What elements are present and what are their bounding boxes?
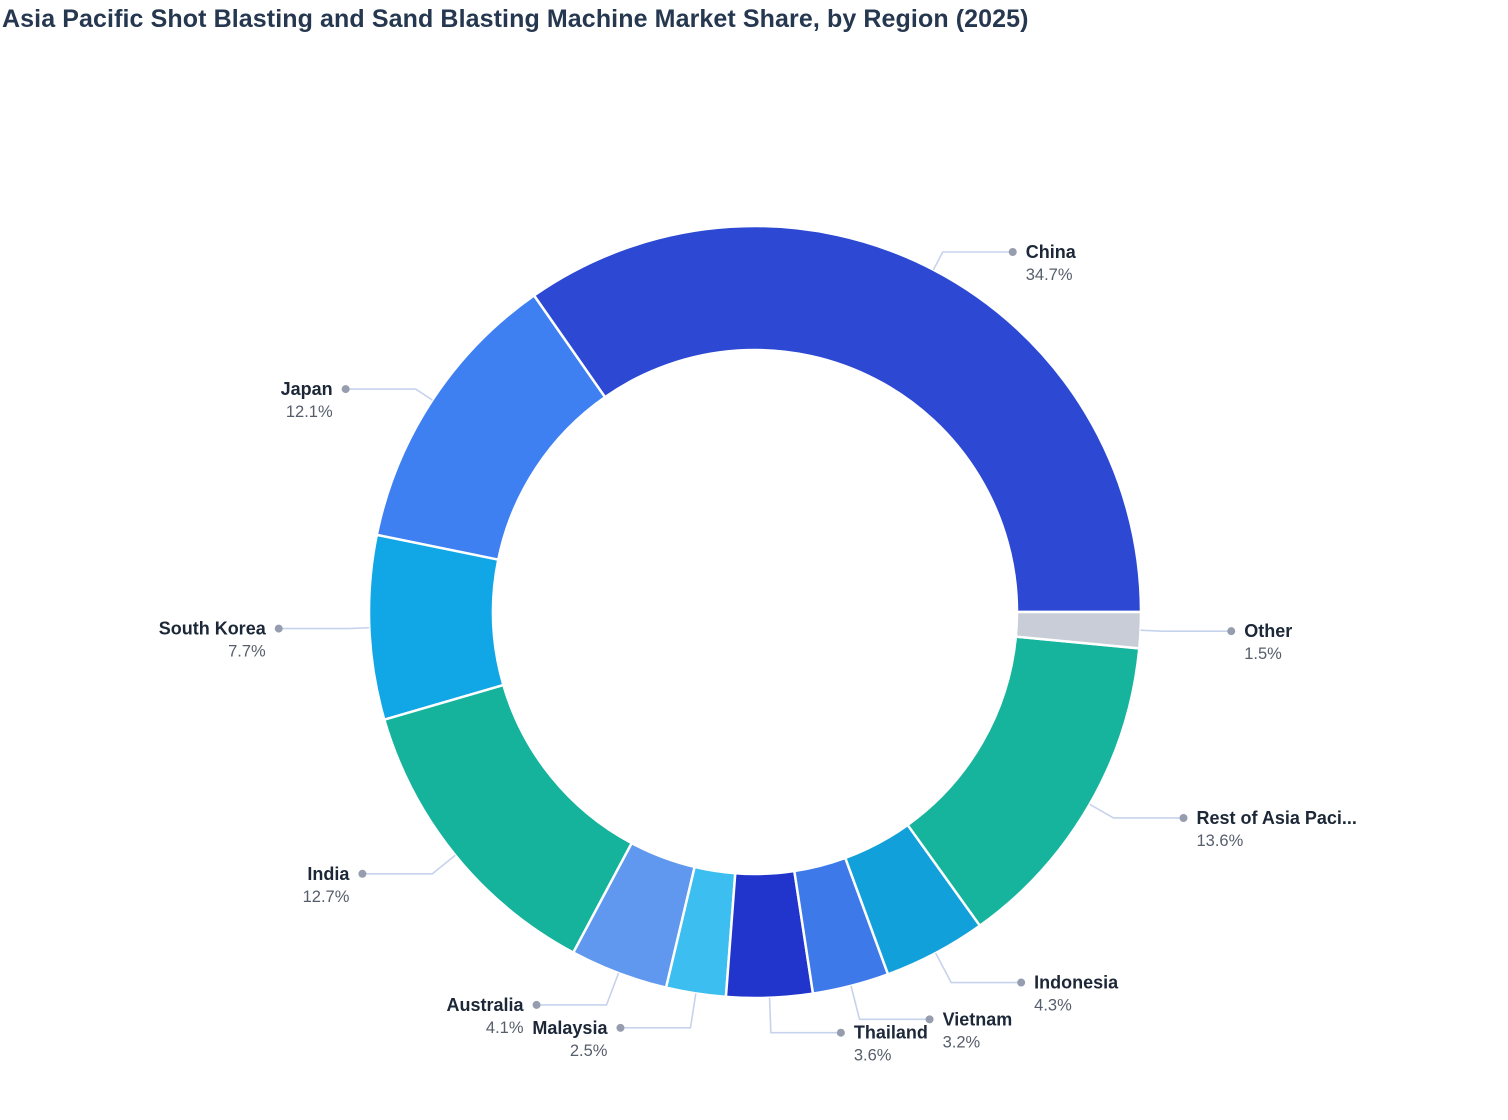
label-dot-australia <box>532 1000 541 1009</box>
pie-slice-south-korea[interactable] <box>367 533 505 721</box>
slice-label-name-japan: Japan <box>281 379 333 399</box>
slice-label-value-rest-of-asia-paci: 13.6% <box>1197 832 1244 850</box>
label-dot-other <box>1227 627 1236 636</box>
slice-label-name-south-korea: South Korea <box>159 619 267 639</box>
slice-label-value-thailand: 3.6% <box>854 1047 892 1065</box>
label-dot-china <box>1008 248 1017 257</box>
slice-label-value-malaysia: 2.5% <box>570 1042 608 1060</box>
label-leader-line-malaysia <box>620 993 697 1029</box>
slice-label-name-indonesia: Indonesia <box>1034 973 1119 993</box>
pie-slice-thailand[interactable] <box>724 869 815 1000</box>
label-dot-thailand <box>836 1028 845 1037</box>
label-leader-line-india <box>362 854 456 875</box>
slice-label-name-vietnam: Vietnam <box>943 1009 1013 1029</box>
slice-label-value-china: 34.7% <box>1026 266 1073 284</box>
label-leader-line-thailand <box>768 997 841 1034</box>
label-leader-line-japan <box>345 388 433 401</box>
label-leader-line-vietnam <box>850 985 930 1021</box>
label-dot-malaysia <box>616 1023 625 1032</box>
label-leader-line-rest-of-asia-paci <box>1089 803 1184 819</box>
label-dot-vietnam <box>925 1015 934 1024</box>
pie-slice-indonesia[interactable] <box>844 823 982 976</box>
slice-label-value-vietnam: 3.2% <box>943 1033 981 1051</box>
pie-slice-japan[interactable] <box>375 294 607 561</box>
slice-label-value-australia: 4.1% <box>486 1019 524 1037</box>
slice-label-name-malaysia: Malaysia <box>532 1018 608 1038</box>
slice-label-name-australia: Australia <box>446 995 524 1015</box>
pie-slice-australia[interactable] <box>572 841 696 989</box>
label-dot-rest-of-asia-paci <box>1179 813 1188 822</box>
label-dot-japan <box>341 385 350 394</box>
pie-slice-india[interactable] <box>383 683 633 954</box>
label-leader-line-south-korea <box>278 626 370 630</box>
label-leader-line-other <box>1140 629 1232 632</box>
chart-title: Asia Pacific Shot Blasting and Sand Blas… <box>2 5 1029 33</box>
pie-slice-china[interactable] <box>532 224 1143 614</box>
label-dot-south-korea <box>274 624 283 633</box>
slice-label-name-rest-of-asia-paci: Rest of Asia Paci... <box>1197 808 1357 828</box>
slice-label-value-indonesia: 4.3% <box>1034 997 1072 1015</box>
label-leader-line-china <box>932 251 1013 271</box>
slice-label-name-china: China <box>1026 242 1077 262</box>
label-dot-india <box>358 869 367 878</box>
slice-label-value-other: 1.5% <box>1244 645 1282 663</box>
pie-slice-rest-of-asia-paci[interactable] <box>906 635 1141 927</box>
slice-label-value-south-korea: 7.7% <box>228 643 266 661</box>
label-dot-indonesia <box>1017 978 1026 987</box>
pie-slice-other[interactable] <box>1014 610 1143 650</box>
slice-label-name-other: Other <box>1244 621 1292 641</box>
label-leader-line-indonesia <box>934 952 1022 984</box>
slice-label-value-india: 12.7% <box>303 888 350 906</box>
pie-slice-malaysia[interactable] <box>664 865 737 999</box>
pie-slice-vietnam[interactable] <box>793 856 890 995</box>
slice-label-value-japan: 12.1% <box>286 403 333 421</box>
slice-label-name-thailand: Thailand <box>854 1023 928 1043</box>
slice-label-name-india: India <box>307 864 350 884</box>
label-leader-line-australia <box>536 972 620 1006</box>
